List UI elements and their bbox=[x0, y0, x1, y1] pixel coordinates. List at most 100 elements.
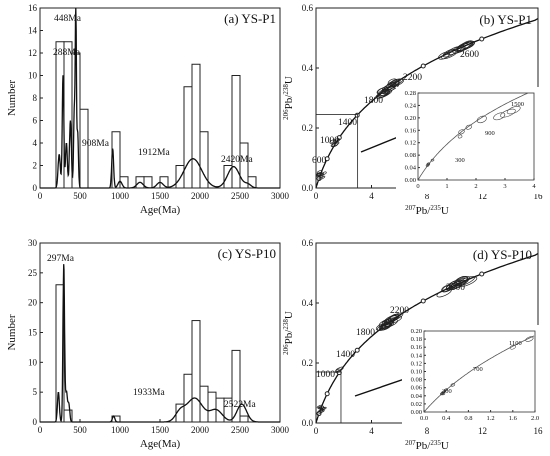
concordia-age-label: 2200 bbox=[403, 73, 422, 83]
x-tick-label: 12 bbox=[478, 426, 487, 436]
x-tick-label: 4 bbox=[369, 426, 374, 436]
inset-y-tick-label: 0.28 bbox=[405, 90, 416, 97]
inset-y-tick-label: 0.12 bbox=[411, 360, 422, 367]
analysis-ellipse bbox=[390, 78, 405, 88]
inset-analysis-ellipse bbox=[426, 162, 431, 166]
histogram-bar bbox=[231, 349, 241, 423]
x-tick-label: 16 bbox=[534, 426, 544, 436]
inset-x-tick-label: 4 bbox=[532, 183, 536, 190]
y-axis-label: 206Pb/238U bbox=[282, 76, 295, 120]
analysis-ellipse bbox=[316, 410, 323, 415]
inset-y-tick-label: 0.00 bbox=[411, 409, 422, 416]
analysis-ellipse bbox=[319, 405, 325, 409]
inset-y-tick-label: 0.12 bbox=[405, 140, 416, 147]
concordia-age-label: 1400 bbox=[336, 350, 355, 360]
x-tick-label: 3000 bbox=[271, 191, 290, 201]
inset-y-tick-label: 0.20 bbox=[411, 328, 422, 335]
x-tick-label: 1000 bbox=[111, 425, 130, 435]
histogram-bar bbox=[239, 415, 249, 423]
x-tick-label: 4 bbox=[369, 191, 374, 201]
x-tick-label: 0 bbox=[38, 425, 43, 435]
x-tick-label: 0 bbox=[314, 191, 319, 201]
concordia-age-marker bbox=[420, 298, 426, 304]
inset-analysis-ellipse bbox=[525, 336, 534, 342]
concordia-age-marker bbox=[324, 391, 330, 397]
inset-y-tick-label: 0.16 bbox=[405, 127, 417, 134]
inset-x-tick-label: 1 bbox=[445, 183, 448, 190]
analysis-ellipse bbox=[377, 86, 389, 95]
concordia-age-marker bbox=[324, 156, 330, 162]
x-axis-label: 207Pb/235U bbox=[405, 204, 449, 217]
x-tick-label: 8 bbox=[425, 191, 430, 201]
inset-age-label: 1500 bbox=[511, 101, 524, 108]
inset-y-tick-label: 0.04 bbox=[411, 393, 423, 400]
probability-density-curve bbox=[40, 264, 280, 423]
analysis-ellipse bbox=[329, 139, 337, 144]
analysis-ellipse bbox=[441, 284, 452, 293]
y-tick-label: 0.0 bbox=[302, 183, 314, 193]
inset-x-tick-label: 0.4 bbox=[442, 415, 451, 422]
inset-analysis-ellipse bbox=[493, 112, 506, 121]
histogram-bar bbox=[207, 391, 217, 423]
x-tick-label: 3000 bbox=[271, 425, 290, 435]
y-tick-label: 0.6 bbox=[302, 3, 314, 13]
y-tick-label: 12 bbox=[28, 48, 37, 58]
inset-analysis-ellipse bbox=[457, 134, 463, 139]
concordia-age-label: 1000 bbox=[320, 136, 339, 146]
histogram-bar bbox=[63, 409, 73, 423]
inset-y-tick-label: 0.18 bbox=[411, 336, 422, 343]
inset-x-tick-label: 1.6 bbox=[509, 415, 518, 422]
concordia-age-label: 2600 bbox=[460, 50, 479, 60]
x-tick-label: 2500 bbox=[231, 191, 250, 201]
x-tick-label: 2000 bbox=[191, 425, 210, 435]
y-tick-label: 30 bbox=[28, 238, 38, 248]
histogram-bar bbox=[239, 142, 249, 189]
panel-c: 0 500 1000 1500 2000 2500 3000 0 5 10 15 20 25 30 Age(… bbox=[6, 238, 290, 450]
inset-x-tick-label: 0.8 bbox=[464, 415, 472, 422]
inset-x-tick-label: 0 bbox=[416, 183, 419, 190]
x-axis-label: Age(Ma) bbox=[140, 204, 181, 216]
analysis-ellipse bbox=[316, 172, 322, 176]
y-axis-label: Number bbox=[6, 80, 18, 116]
panel-d: 0 4 8 12 16 0.0 0.2 0.4 0.6 207Pb/235U 206Pb/238U (… bbox=[282, 238, 545, 452]
histogram-bar bbox=[247, 176, 257, 189]
analysis-ellipse bbox=[379, 89, 389, 96]
inset-x-tick-label: 2.0 bbox=[531, 415, 539, 422]
y-tick-label: 20 bbox=[28, 298, 38, 308]
peak-age-label: 448Ma bbox=[54, 14, 82, 24]
concordia-age-label: 600 bbox=[312, 156, 327, 166]
histogram-bar bbox=[175, 165, 185, 189]
inset-analysis-ellipse bbox=[465, 124, 472, 130]
concordia-age-marker bbox=[479, 271, 485, 277]
panel-title: (d) YS-P10 bbox=[473, 247, 532, 262]
inset-x-tick-label: 2 bbox=[474, 183, 477, 190]
inset-concordia-curve bbox=[417, 92, 528, 181]
panel-b: 0 4 8 12 160.00.20.40.6207Pb/235U206Pb/238U(… bbox=[282, 3, 544, 217]
analysis-ellipse bbox=[330, 141, 340, 147]
probability-density-curve bbox=[40, 7, 280, 189]
x-tick-label: 500 bbox=[73, 191, 87, 201]
analysis-ellipse bbox=[449, 279, 467, 290]
y-axis-label: 206Pb/238U bbox=[282, 311, 295, 355]
analysis-ellipse bbox=[384, 317, 396, 325]
inset-y-tick-label: 0.16 bbox=[411, 344, 423, 351]
x-tick-label: 2000 bbox=[191, 191, 210, 201]
inset-analysis-ellipse bbox=[506, 105, 521, 115]
y-tick-label: 2 bbox=[33, 161, 38, 171]
y-tick-label: 0.2 bbox=[302, 123, 313, 133]
y-tick-label: 14 bbox=[28, 26, 38, 36]
inset-y-tick-label: 0.06 bbox=[411, 385, 423, 392]
y-tick-label: 0.4 bbox=[302, 298, 314, 308]
peak-age-label: 1933Ma bbox=[133, 388, 165, 398]
histogram-bar bbox=[231, 75, 241, 189]
concordia-age-label: 1800 bbox=[356, 328, 375, 338]
histogram-bar bbox=[199, 131, 209, 189]
inset-concordia-curve bbox=[423, 335, 535, 413]
peak-age-label: 1912Ma bbox=[138, 148, 170, 158]
y-tick-label: 0 bbox=[33, 183, 38, 193]
y-tick-label: 0.4 bbox=[302, 63, 314, 73]
inset-y-tick-label: 0.24 bbox=[405, 102, 417, 109]
inset-y-tick-label: 0.04 bbox=[405, 165, 417, 172]
panel-title: (b) YS-P1 bbox=[479, 12, 532, 27]
histogram-bar bbox=[55, 284, 65, 423]
